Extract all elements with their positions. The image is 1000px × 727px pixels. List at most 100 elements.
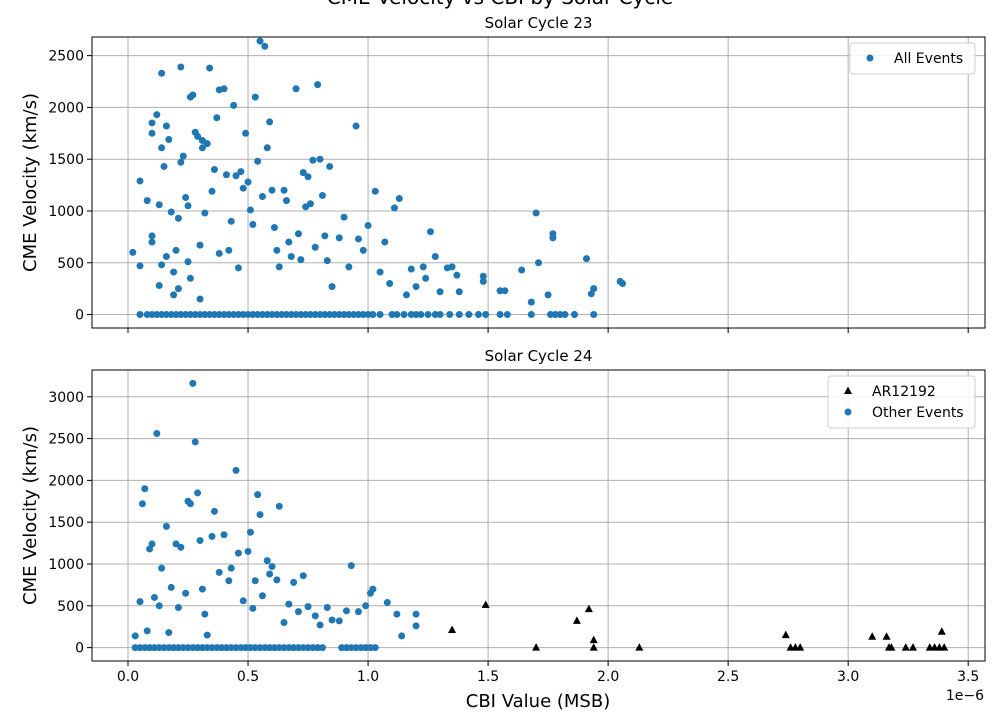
data-point xyxy=(362,602,370,610)
data-point xyxy=(191,438,199,446)
data-point xyxy=(196,537,204,545)
data-point xyxy=(431,311,439,319)
data-point xyxy=(340,213,348,221)
data-point xyxy=(220,311,228,319)
data-point xyxy=(328,283,336,291)
data-point xyxy=(165,136,173,144)
data-point xyxy=(225,246,233,254)
data-point xyxy=(179,152,187,160)
data-point xyxy=(244,547,252,555)
series-all-events xyxy=(129,37,627,319)
data-point xyxy=(263,144,271,152)
data-point xyxy=(280,619,288,627)
data-point xyxy=(208,644,216,652)
data-point xyxy=(412,622,420,630)
data-point xyxy=(335,617,343,625)
data-point xyxy=(182,194,190,202)
data-point xyxy=(901,643,910,651)
data-point xyxy=(174,285,182,293)
data-point xyxy=(246,528,254,536)
data-point xyxy=(535,259,542,267)
data-point xyxy=(254,157,262,165)
data-point xyxy=(280,644,288,652)
data-point xyxy=(321,311,329,319)
data-point xyxy=(196,311,204,319)
x-tick-label: 0.5 xyxy=(237,669,259,685)
data-point xyxy=(338,644,346,652)
data-point xyxy=(220,531,228,539)
data-point xyxy=(191,311,199,319)
data-point xyxy=(400,311,408,319)
panel-title: Solar Cycle 24 xyxy=(485,347,593,365)
data-point xyxy=(218,644,226,652)
data-point xyxy=(136,644,144,652)
data-point xyxy=(501,287,509,295)
data-point xyxy=(165,644,173,652)
data-point xyxy=(256,644,264,652)
data-point xyxy=(258,311,266,319)
y-tick-label: 1500 xyxy=(48,152,84,168)
data-point xyxy=(194,644,202,652)
data-point xyxy=(189,91,197,99)
data-point xyxy=(304,603,312,611)
legend-label: AR12192 xyxy=(872,384,936,400)
panel-1: 0 500 1000 1500 2000 2500 Solar Cycle 23 CME Ve… xyxy=(20,14,986,333)
data-point xyxy=(215,568,223,576)
data-point xyxy=(275,644,283,652)
data-point xyxy=(321,232,329,240)
data-point xyxy=(177,158,185,166)
y-tick-label: 0 xyxy=(75,308,84,324)
series-ar12192 xyxy=(448,600,949,651)
legend: AR12192 Other Events xyxy=(827,375,976,429)
data-point xyxy=(796,643,805,651)
x-tick-label: 2.5 xyxy=(717,669,739,685)
data-point xyxy=(143,311,151,319)
data-point xyxy=(239,597,247,605)
data-point xyxy=(465,311,473,319)
data-point xyxy=(261,644,269,652)
data-point xyxy=(249,220,257,228)
data-point xyxy=(170,268,178,276)
data-point xyxy=(299,644,307,652)
data-point xyxy=(527,298,535,306)
data-point xyxy=(347,644,355,652)
data-point xyxy=(237,644,245,652)
data-point xyxy=(153,311,161,319)
data-point xyxy=(201,610,209,618)
y-axis-label: CME Velocity (km/s) xyxy=(20,93,41,272)
data-point xyxy=(551,311,559,319)
data-point xyxy=(232,466,240,474)
data-point xyxy=(189,379,197,387)
data-point xyxy=(369,311,377,319)
data-point xyxy=(270,644,278,652)
data-point xyxy=(518,266,526,274)
legend-box xyxy=(827,375,976,429)
data-point xyxy=(297,311,305,319)
data-point xyxy=(282,311,290,319)
data-point xyxy=(547,311,555,319)
data-point xyxy=(347,562,355,570)
data-point xyxy=(213,114,221,122)
data-point xyxy=(162,122,170,130)
figure-title: CME Velocity vs CBI by Solar Cycle xyxy=(327,0,673,9)
data-point xyxy=(230,311,238,319)
data-point xyxy=(263,311,271,319)
x-tick-label: 1.5 xyxy=(477,669,499,685)
data-point xyxy=(239,311,247,319)
data-point xyxy=(549,234,557,242)
data-point xyxy=(237,168,245,176)
data-point xyxy=(215,311,223,319)
data-point xyxy=(503,311,511,319)
data-point xyxy=(150,593,158,601)
data-point xyxy=(198,585,206,593)
data-point xyxy=(340,311,348,319)
data-point xyxy=(136,598,144,606)
data-point xyxy=(419,263,427,271)
data-point xyxy=(299,572,307,580)
data-point xyxy=(249,604,257,612)
data-point xyxy=(148,129,156,137)
data-point xyxy=(258,192,266,200)
x-axis-label: CBI Value (MSB) xyxy=(466,691,610,712)
data-point xyxy=(222,644,230,652)
data-point xyxy=(474,311,482,319)
